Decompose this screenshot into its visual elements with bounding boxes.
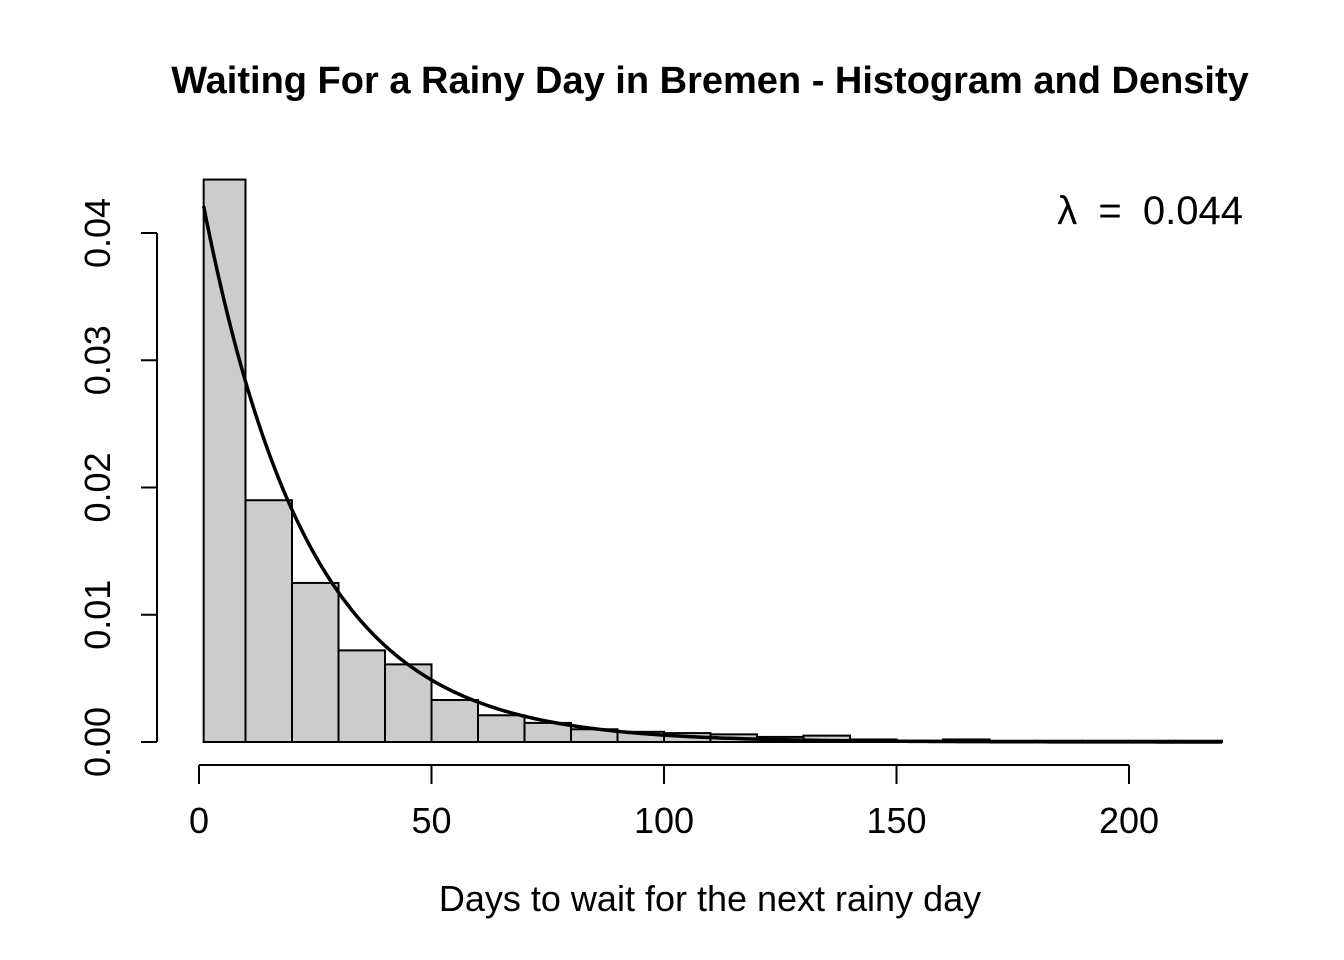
lambda-annotation: λ = 0.044 [1057, 189, 1243, 233]
y-tick-label: 0.02 [77, 452, 118, 522]
lambda-symbol: λ [1057, 189, 1077, 233]
histogram-bar [291, 581, 340, 743]
x-tick-label: 50 [411, 800, 451, 841]
histogram-bar [337, 649, 386, 744]
y-tick-label: 0.00 [77, 707, 118, 777]
chart-title: Waiting For a Rainy Day in Bremen - Hist… [171, 60, 1249, 102]
lambda-value: 0.044 [1143, 189, 1243, 233]
histogram-bar [384, 663, 433, 743]
x-tick-label: 100 [634, 800, 694, 841]
equals-sign: = [1098, 189, 1121, 233]
histogram-bar [477, 714, 526, 744]
x-axis-label: Days to wait for the next rainy day [439, 878, 981, 919]
x-tick-label: 150 [866, 800, 926, 841]
y-tick-label: 0.04 [77, 198, 118, 268]
histogram-bar [430, 699, 479, 744]
density-curve [201, 205, 1222, 744]
x-tick-label: 0 [189, 800, 209, 841]
y-axis: 0.00 0.01 0.02 0.03 0.04 [77, 198, 158, 777]
histogram-bar [244, 499, 293, 743]
y-tick-label: 0.01 [77, 580, 118, 650]
histogram-bars [202, 178, 1223, 744]
x-tick-label: 200 [1099, 800, 1159, 841]
x-axis: 0 50 100 150 200 [189, 764, 1159, 841]
histogram-bar [202, 178, 247, 743]
y-tick-label: 0.03 [77, 325, 118, 395]
